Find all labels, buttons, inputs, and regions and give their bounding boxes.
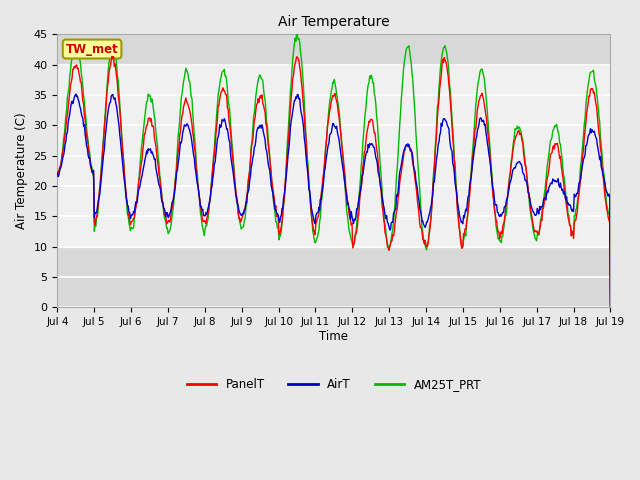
AirT — [72, 91, 80, 97]
Bar — [58, 186, 611, 216]
PanelT — [607, 305, 614, 311]
X-axis label: Time: Time — [319, 330, 348, 343]
AirT — [402, 143, 410, 148]
Bar — [58, 156, 611, 186]
AirT — [121, 181, 129, 187]
AM25T_PRT — [54, 170, 61, 176]
Bar — [58, 65, 611, 95]
Line: AM25T_PRT: AM25T_PRT — [58, 34, 611, 306]
AM25T_PRT — [63, 94, 71, 100]
AirT — [54, 170, 61, 176]
Text: TW_met: TW_met — [66, 43, 118, 56]
AM25T_PRT — [292, 31, 300, 36]
AirT — [177, 140, 185, 146]
Bar — [58, 125, 611, 156]
AM25T_PRT — [607, 303, 614, 309]
PanelT — [63, 113, 71, 119]
Bar — [58, 35, 611, 65]
AirT — [607, 303, 614, 309]
PanelT — [121, 180, 129, 186]
Bar — [58, 95, 611, 125]
Y-axis label: Air Temperature (C): Air Temperature (C) — [15, 112, 28, 229]
AirT — [63, 130, 71, 135]
Title: Air Temperature: Air Temperature — [278, 15, 390, 29]
PanelT — [54, 170, 61, 176]
Line: PanelT: PanelT — [58, 56, 611, 308]
Bar — [58, 216, 611, 247]
PanelT — [108, 53, 116, 59]
PanelT — [418, 228, 426, 234]
Line: AirT: AirT — [58, 94, 611, 306]
AirT — [207, 192, 214, 198]
PanelT — [402, 142, 410, 148]
Bar — [58, 277, 611, 307]
AM25T_PRT — [418, 224, 426, 229]
Legend: PanelT, AirT, AM25T_PRT: PanelT, AirT, AM25T_PRT — [182, 373, 486, 396]
AM25T_PRT — [402, 48, 410, 54]
AM25T_PRT — [206, 197, 214, 203]
PanelT — [207, 193, 214, 199]
AirT — [418, 218, 426, 224]
AM25T_PRT — [120, 168, 128, 174]
PanelT — [177, 119, 185, 125]
Bar — [58, 247, 611, 277]
AM25T_PRT — [177, 107, 184, 113]
